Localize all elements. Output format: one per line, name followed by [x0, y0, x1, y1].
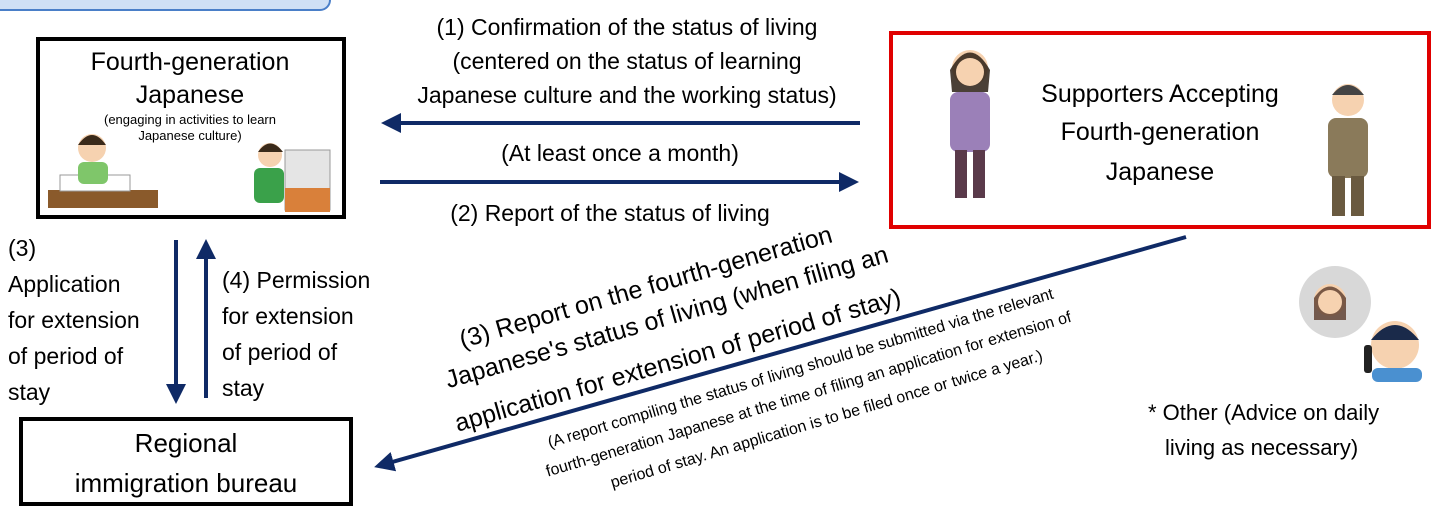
flow-label: Japanese culture and the working status) [417, 82, 836, 108]
phone-illustration [1299, 266, 1422, 382]
flow-label-group: (3) Application for extension of period … [8, 235, 370, 405]
other-label: living as necessary) [1165, 435, 1358, 460]
flow-label: (3) [8, 235, 36, 261]
flow-label: (centered on the status of learning [452, 48, 801, 74]
flow-label: for extension [8, 307, 140, 333]
node-label: Fourth-generation [1061, 118, 1260, 146]
flow-label: Application [8, 271, 121, 297]
diagram: Fourth-generation Japanese (engaging in … [0, 0, 1443, 515]
node-note: (engaging in activities to learn [104, 112, 276, 127]
node-label: Supporters Accepting [1041, 80, 1279, 108]
flow-label: (At least once a month) [501, 140, 739, 166]
flow-label: stay [222, 375, 265, 401]
flow-label: (4) Permission [222, 267, 370, 293]
flow-label: (1) Confirmation of the status of living [437, 14, 818, 40]
node-label: Fourth-generation [91, 48, 290, 76]
node-label: Regional [135, 428, 238, 458]
worker-illustration [254, 143, 330, 212]
flow-label: for extension [222, 303, 354, 329]
node-label: Japanese [1106, 158, 1214, 186]
flow-label: stay [8, 379, 51, 405]
flow-label: of period of [222, 339, 338, 365]
node-label: immigration bureau [75, 468, 298, 498]
node-note: Japanese culture) [138, 128, 241, 143]
flow-label: of period of [8, 343, 124, 369]
flow-label: (2) Report of the status of living [450, 200, 770, 226]
node-label: Japanese [136, 81, 244, 109]
other-label: * Other (Advice on daily [1148, 400, 1379, 425]
header-bar [0, 0, 330, 10]
